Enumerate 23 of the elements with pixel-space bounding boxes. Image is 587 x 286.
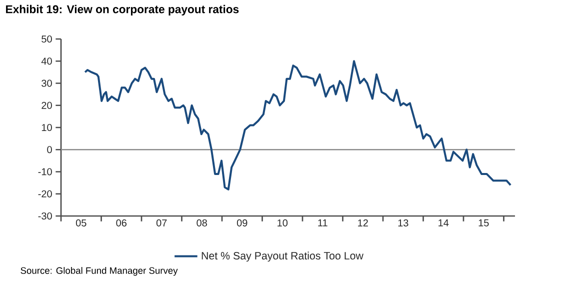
y-tick-label: -30 (38, 212, 52, 220)
chart-title: Exhibit 19: View on corporate payout ratios (6, 4, 239, 16)
y-tick-label: 20 (42, 102, 52, 109)
x-tick-label: 05 (76, 219, 86, 226)
y-tick-label: 0 (47, 146, 52, 154)
x-tick-label: 14 (438, 219, 449, 226)
y-tick-label: 50 (42, 35, 52, 43)
x-tick-label: 10 (278, 219, 288, 226)
source-note: Source: Global Fund Manager Survey (20, 267, 178, 276)
y-tick-label: 30 (42, 80, 52, 87)
x-tick-label: 11 (318, 219, 328, 226)
y-tick-label: 10 (42, 124, 52, 132)
legend-label: Net % Say Payout Ratios Too Low (202, 252, 364, 262)
x-tick-label: 06 (116, 219, 127, 226)
x-tick-label: 07 (156, 219, 167, 226)
x-tick-label: 13 (398, 219, 408, 226)
x-tick-label: 09 (236, 219, 248, 226)
y-tick-label: -20 (38, 190, 52, 198)
x-tick-label: 08 (196, 219, 207, 226)
x-tick-label: 15 (478, 219, 489, 226)
x-tick-label: 12 (358, 219, 368, 226)
y-tick-label: -10 (38, 168, 52, 176)
y-tick-label: 40 (41, 58, 52, 65)
